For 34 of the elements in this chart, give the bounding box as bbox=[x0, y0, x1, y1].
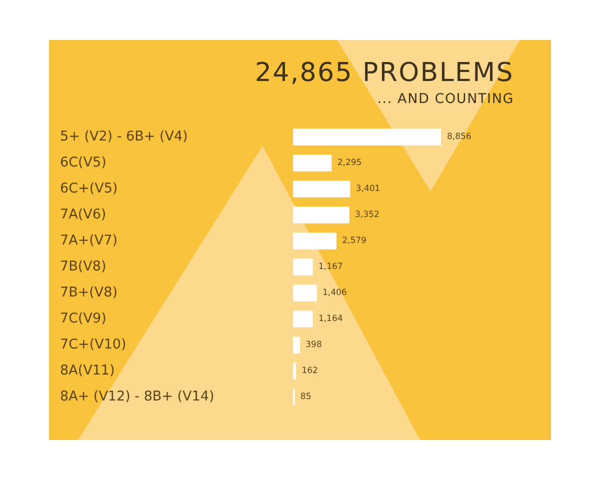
data-label: 85 bbox=[300, 392, 312, 402]
y-tick-label: 7B(V8) bbox=[60, 258, 106, 274]
y-tick-label: 5+ (V2) - 6B+ (V4) bbox=[60, 128, 188, 144]
bar bbox=[293, 310, 313, 328]
y-tick-label: 8A(V11) bbox=[60, 362, 115, 378]
data-label: 3,352 bbox=[355, 210, 380, 220]
bar bbox=[293, 336, 300, 354]
data-label: 398 bbox=[306, 340, 322, 350]
data-label: 3,401 bbox=[356, 184, 380, 194]
chart-subtitle: ... AND COUNTING bbox=[377, 90, 514, 108]
data-label: 1,164 bbox=[318, 314, 343, 324]
bar bbox=[293, 284, 317, 302]
y-tick-label: 8A+ (V12) - 8B+ (V14) bbox=[60, 388, 214, 404]
bar bbox=[293, 128, 441, 146]
data-label: 1,167 bbox=[318, 262, 343, 272]
data-label: 2,579 bbox=[342, 236, 366, 246]
bar bbox=[293, 232, 336, 250]
bar bbox=[293, 154, 332, 172]
y-tick-label: 7A+(V7) bbox=[60, 232, 118, 248]
bar bbox=[293, 362, 296, 380]
bar bbox=[293, 180, 350, 198]
y-tick-label: 7B+(V8) bbox=[60, 284, 118, 300]
y-tick-label: 7C(V9) bbox=[60, 310, 106, 326]
y-tick-label: 7C+(V10) bbox=[60, 336, 126, 352]
bar bbox=[293, 206, 350, 224]
data-label: 2,295 bbox=[337, 158, 362, 168]
data-label: 1,406 bbox=[322, 288, 347, 298]
data-label: 8,856 bbox=[447, 132, 472, 142]
bar bbox=[293, 258, 313, 276]
y-tick-label: 7A(V6) bbox=[60, 206, 106, 222]
data-label: 162 bbox=[302, 366, 318, 376]
chart-title: 24,865 PROBLEMS bbox=[254, 57, 514, 89]
y-tick-label: 6C(V5) bbox=[60, 154, 106, 170]
y-tick-label: 6C+(V5) bbox=[60, 180, 118, 196]
